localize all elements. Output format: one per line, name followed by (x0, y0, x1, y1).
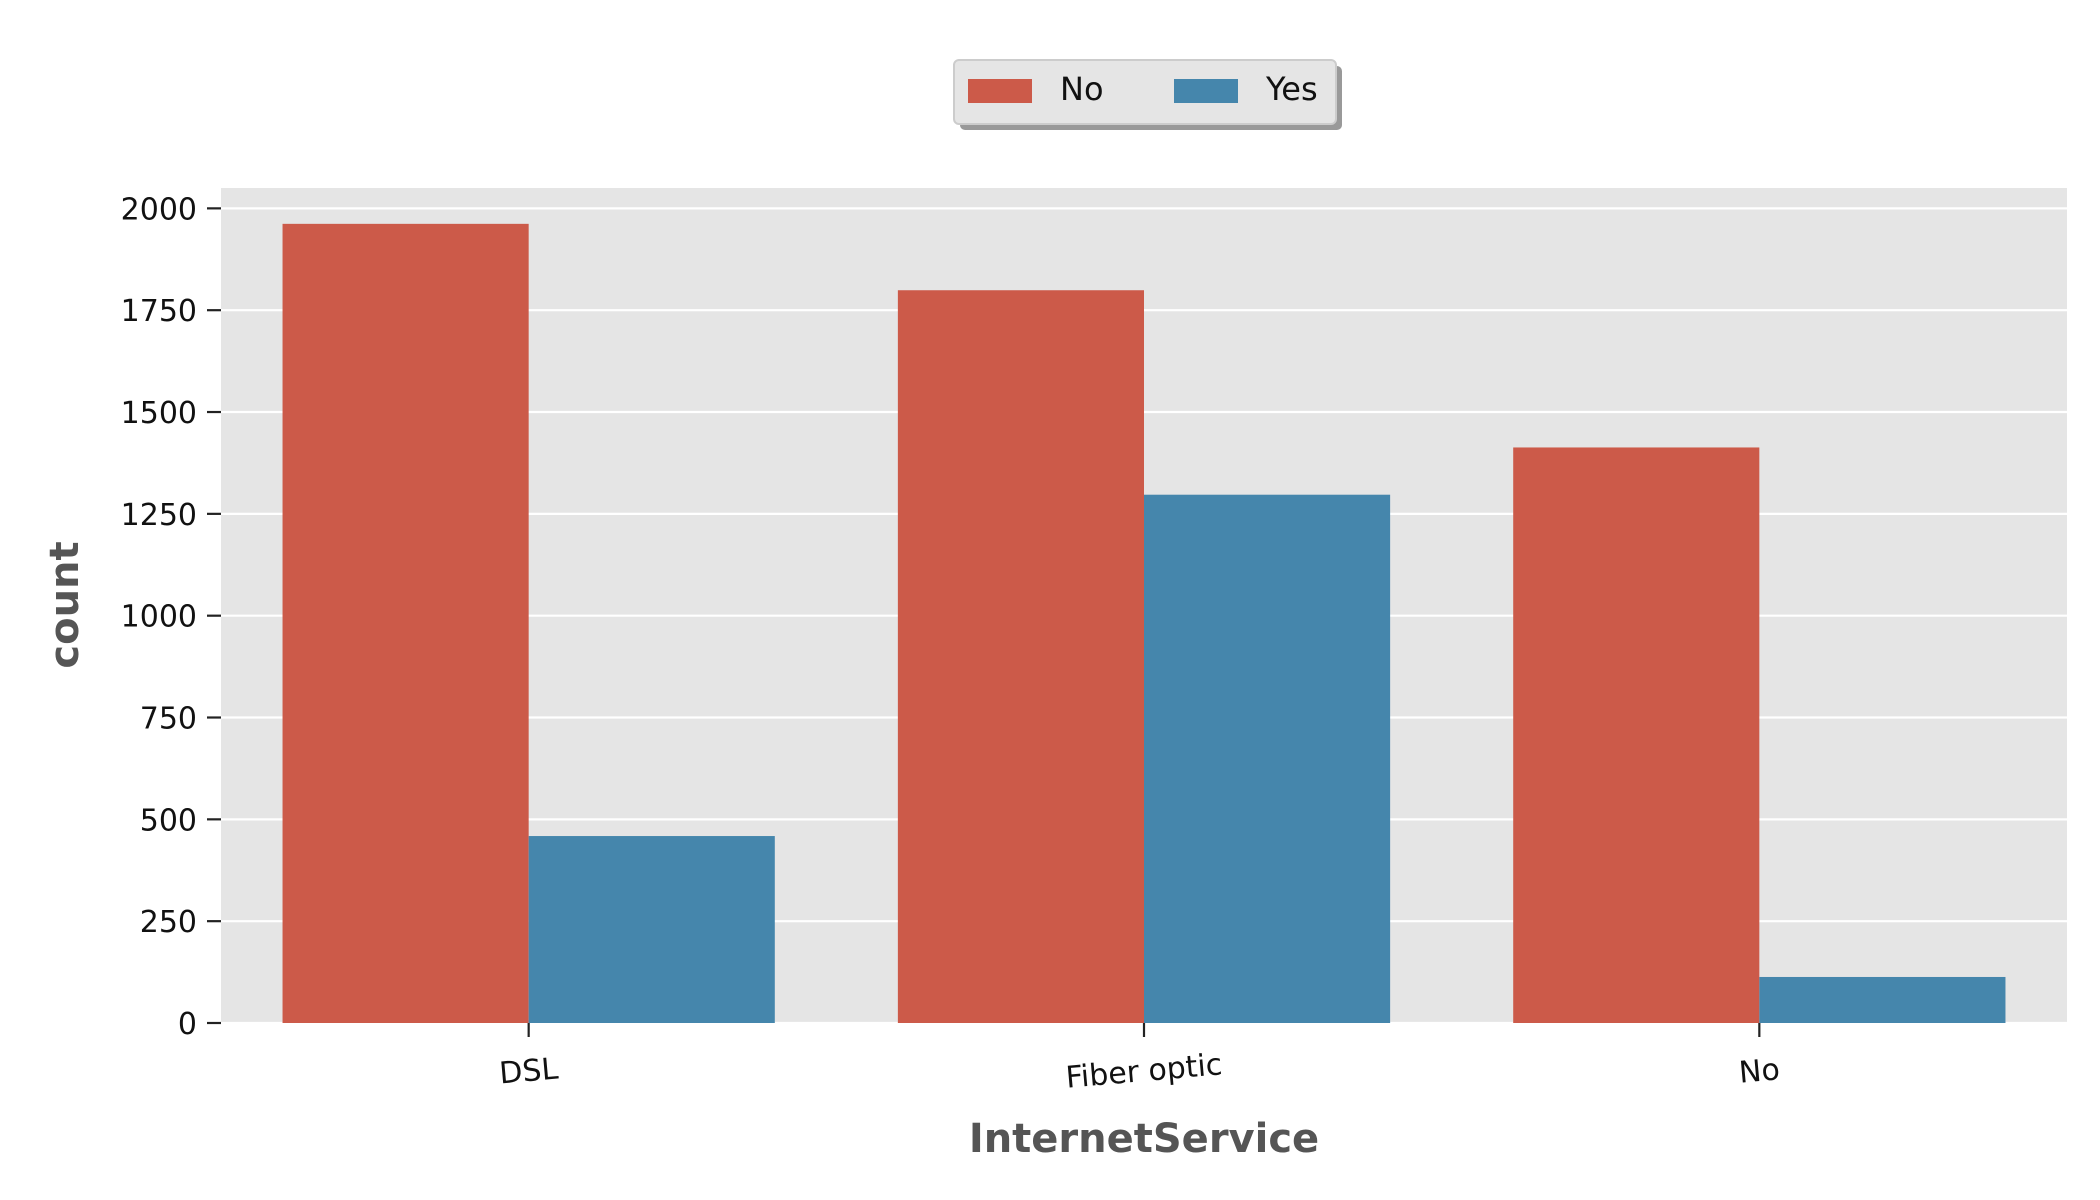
legend-box (953, 59, 1337, 125)
y-tick-label: 1250 (121, 498, 197, 533)
legend-swatch-no (968, 79, 1032, 103)
legend-swatch-yes (1174, 79, 1238, 103)
bar-yes-1 (1144, 494, 1391, 1024)
legend-label-no: No (1060, 70, 1104, 108)
y-axis: 0 250 500 750 1000 1250 1500 1750 2000 (121, 192, 221, 1042)
y-tick-label: 500 (140, 803, 197, 838)
y-tick-label: 1000 (121, 600, 197, 635)
x-tick-label: DSL (498, 1051, 560, 1091)
y-tick-label: 0 (178, 1007, 197, 1042)
bar-no-2 (1513, 447, 1760, 1024)
x-axis: DSL Fiber optic No (498, 1023, 1781, 1096)
x-tick-label: Fiber optic (1064, 1047, 1223, 1096)
y-tick-label: 1750 (121, 294, 197, 329)
y-tick-label: 2000 (121, 192, 197, 227)
x-tick-label: No (1738, 1052, 1782, 1090)
bars (282, 223, 2006, 1024)
y-tick-label: 250 (140, 905, 197, 940)
legend: No Yes (953, 59, 1342, 130)
y-axis-title: count (42, 541, 88, 668)
bar-no-1 (897, 290, 1144, 1023)
bar-no-0 (282, 223, 529, 1024)
x-axis-title: InternetService (969, 1116, 1319, 1162)
bar-yes-0 (528, 836, 775, 1023)
y-tick-label: 1500 (121, 396, 197, 431)
legend-label-yes: Yes (1265, 70, 1318, 108)
bar-yes-2 (1759, 976, 2006, 1023)
y-tick-label: 750 (140, 702, 197, 737)
